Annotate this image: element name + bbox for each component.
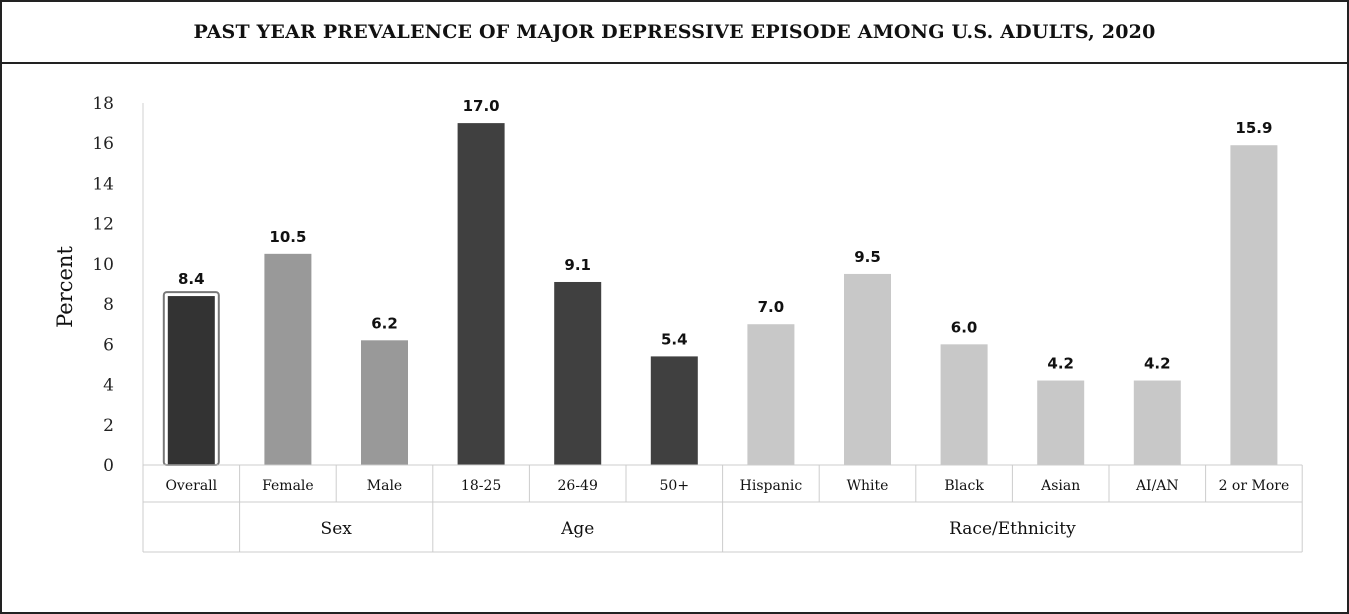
y-tick-label: 6 bbox=[103, 335, 114, 355]
data-label: 6.2 bbox=[371, 314, 398, 332]
category-label: 18-25 bbox=[461, 478, 501, 494]
category-label: 26-49 bbox=[558, 478, 598, 494]
y-tick-label: 16 bbox=[92, 134, 114, 154]
category-label: White bbox=[847, 478, 889, 494]
y-tick-label: 10 bbox=[92, 255, 114, 275]
category-label: 2 or More bbox=[1219, 478, 1290, 494]
bar-hispanic bbox=[747, 324, 795, 465]
data-label: 5.4 bbox=[661, 330, 688, 348]
y-axis-label: Percent bbox=[53, 246, 77, 328]
group-label: Race/Ethnicity bbox=[949, 519, 1076, 539]
group-label: Sex bbox=[321, 519, 353, 539]
data-label: 8.4 bbox=[178, 270, 205, 288]
y-tick-label: 4 bbox=[103, 376, 114, 396]
category-label: AI/AN bbox=[1135, 478, 1179, 494]
bar-male bbox=[361, 340, 408, 465]
bar-2-or-more bbox=[1230, 145, 1278, 465]
bar-white bbox=[844, 273, 891, 465]
chart-title: PAST YEAR PREVALENCE OF MAJOR DEPRESSIVE… bbox=[2, 2, 1347, 64]
data-label: 4.2 bbox=[1144, 355, 1171, 373]
category-label: 50+ bbox=[660, 478, 690, 494]
bar-female bbox=[264, 253, 312, 465]
category-label: Male bbox=[367, 478, 402, 494]
y-axis-ticks: 0 2 4 6 8 10 12 14 16 18 bbox=[92, 94, 144, 476]
category-label: Black bbox=[944, 478, 984, 494]
data-label: 9.5 bbox=[854, 248, 881, 266]
data-label: 17.0 bbox=[463, 97, 500, 115]
bars: 8.4 10.5 6.2 17.0 9.1 5.4 7.0 9.5 6.0 4.2 4.2 15.9 bbox=[162, 97, 1278, 467]
category-label: Asian bbox=[1040, 478, 1080, 494]
y-tick-label: 2 bbox=[103, 416, 114, 436]
category-table: Overall Female Male 18-25 26-49 50+ Hispanic Wh… bbox=[142, 464, 1303, 553]
bar-50- bbox=[650, 356, 698, 465]
category-label: Hispanic bbox=[740, 478, 803, 494]
y-tick-label: 0 bbox=[103, 456, 114, 476]
bar-black bbox=[940, 344, 988, 465]
category-label: Overall bbox=[165, 478, 217, 494]
bar-asian bbox=[1037, 380, 1085, 465]
bar-26-49 bbox=[554, 281, 602, 465]
data-label: 15.9 bbox=[1235, 119, 1272, 137]
bar-ai-an bbox=[1133, 380, 1181, 465]
data-label: 10.5 bbox=[269, 228, 306, 246]
bar-overall bbox=[167, 296, 215, 465]
group-label: Age bbox=[560, 519, 594, 539]
data-label: 6.0 bbox=[951, 318, 978, 336]
data-label: 9.1 bbox=[564, 256, 591, 274]
category-label: Female bbox=[262, 478, 314, 494]
y-tick-label: 8 bbox=[103, 295, 114, 315]
y-tick-label: 18 bbox=[92, 94, 114, 114]
bar-18-25 bbox=[457, 123, 505, 465]
data-label: 7.0 bbox=[758, 298, 785, 316]
data-label: 4.2 bbox=[1047, 355, 1074, 373]
y-tick-label: 14 bbox=[92, 174, 114, 194]
y-tick-label: 12 bbox=[92, 215, 114, 235]
